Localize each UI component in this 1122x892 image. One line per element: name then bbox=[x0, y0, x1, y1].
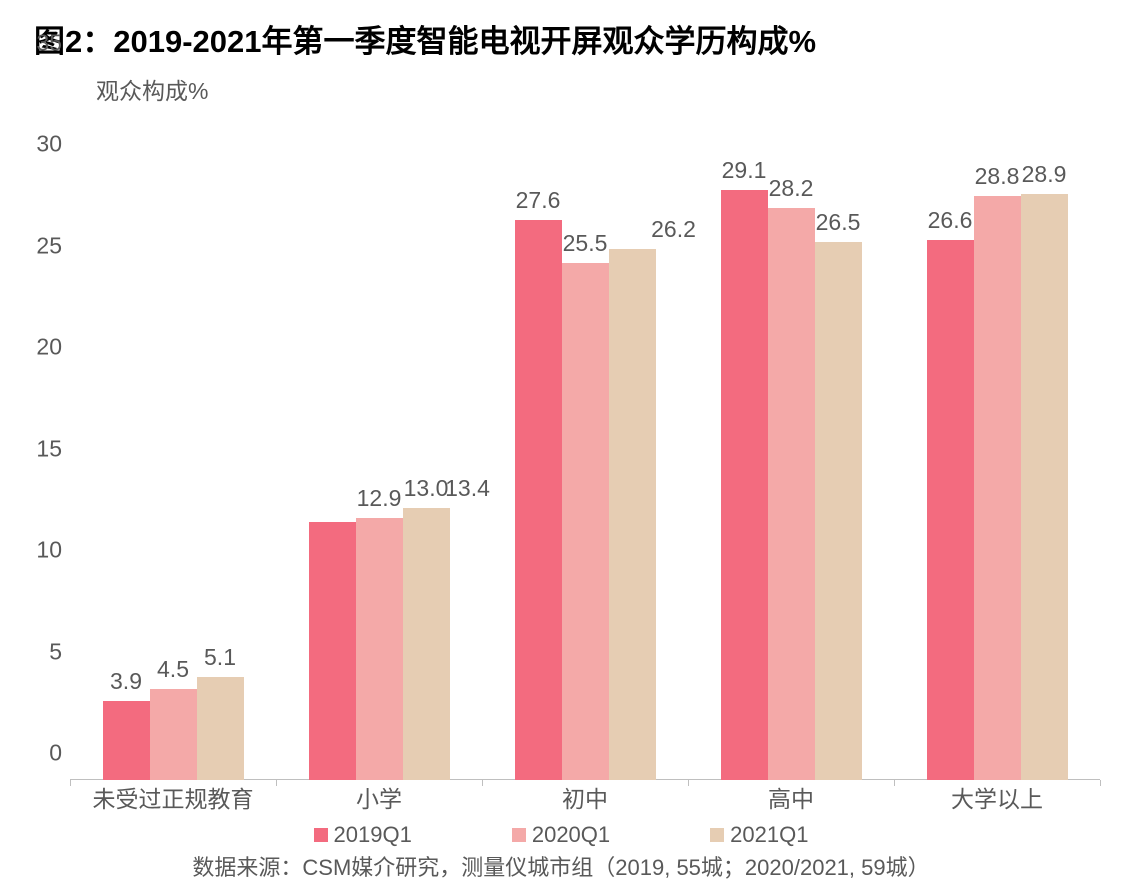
x-category-label: 大学以上 bbox=[951, 780, 1043, 814]
x-category-label: 高中 bbox=[768, 780, 814, 814]
bar-value-label: 28.9 bbox=[1022, 161, 1067, 188]
y-tick-label: 20 bbox=[26, 334, 62, 361]
bar bbox=[815, 242, 862, 780]
legend-swatch bbox=[314, 828, 328, 842]
x-tick-mark bbox=[482, 780, 483, 786]
y-tick-label: 5 bbox=[26, 638, 62, 665]
legend-item: 2019Q1 bbox=[314, 822, 412, 848]
legend-item: 2021Q1 bbox=[710, 822, 808, 848]
bar-value-label-extra: 13.4 bbox=[445, 475, 490, 502]
y-tick-label: 35 bbox=[26, 30, 62, 57]
bar bbox=[1021, 194, 1068, 780]
bar-value-label: 28.8 bbox=[975, 163, 1020, 190]
bar bbox=[197, 677, 244, 780]
bar bbox=[768, 208, 815, 780]
x-tick-mark bbox=[70, 780, 71, 786]
x-category-label: 未受过正规教育 bbox=[93, 780, 254, 814]
chart-title: 图2：2019-2021年第一季度智能电视开屏观众学历构成% bbox=[34, 16, 816, 61]
bar bbox=[562, 263, 609, 780]
bar-value-label: 12.9 bbox=[357, 485, 402, 512]
bar bbox=[150, 689, 197, 780]
legend: 2019Q1 2020Q1 2021Q1 bbox=[0, 822, 1122, 848]
bar bbox=[356, 518, 403, 780]
x-tick-mark bbox=[276, 780, 277, 786]
bar bbox=[974, 196, 1021, 780]
x-category-label: 初中 bbox=[562, 780, 608, 814]
legend-label: 2019Q1 bbox=[334, 822, 412, 848]
bar bbox=[721, 190, 768, 780]
source-note: 数据来源：CSM媒介研究，测量仪城市组（2019, 55城；2020/2021,… bbox=[0, 850, 1122, 882]
bar bbox=[515, 220, 562, 780]
bar-value-label: 27.6 bbox=[516, 187, 561, 214]
legend-swatch bbox=[512, 828, 526, 842]
bar-value-label-extra: 26.2 bbox=[651, 216, 696, 243]
x-tick-mark bbox=[894, 780, 895, 786]
legend-swatch bbox=[710, 828, 724, 842]
bar-value-label: 28.2 bbox=[769, 175, 814, 202]
bar-value-label: 26.6 bbox=[928, 207, 973, 234]
legend-label: 2020Q1 bbox=[532, 822, 610, 848]
bar-value-label: 3.9 bbox=[110, 668, 142, 695]
legend-item: 2020Q1 bbox=[512, 822, 610, 848]
plot-area: 05101520253035未受过正规教育3.94.55.1小学12.913.0… bbox=[70, 70, 1100, 780]
bar bbox=[609, 249, 656, 780]
bar-value-label: 29.1 bbox=[722, 157, 767, 184]
bar-value-label: 13.0 bbox=[404, 475, 449, 502]
y-tick-label: 10 bbox=[26, 537, 62, 564]
bar bbox=[103, 701, 150, 780]
x-tick-mark bbox=[688, 780, 689, 786]
y-tick-label: 25 bbox=[26, 232, 62, 259]
bar-value-label: 4.5 bbox=[157, 656, 189, 683]
bar bbox=[309, 522, 356, 780]
x-category-label: 小学 bbox=[356, 780, 402, 814]
bar-value-label: 5.1 bbox=[204, 644, 236, 671]
bar bbox=[403, 508, 450, 780]
legend-label: 2021Q1 bbox=[730, 822, 808, 848]
y-tick-label: 15 bbox=[26, 435, 62, 462]
bar-value-label: 26.5 bbox=[816, 209, 861, 236]
bar-value-label: 25.5 bbox=[563, 230, 608, 257]
y-tick-label: 30 bbox=[26, 131, 62, 158]
bar bbox=[927, 240, 974, 780]
x-tick-mark bbox=[1100, 780, 1101, 786]
y-tick-label: 0 bbox=[26, 740, 62, 767]
